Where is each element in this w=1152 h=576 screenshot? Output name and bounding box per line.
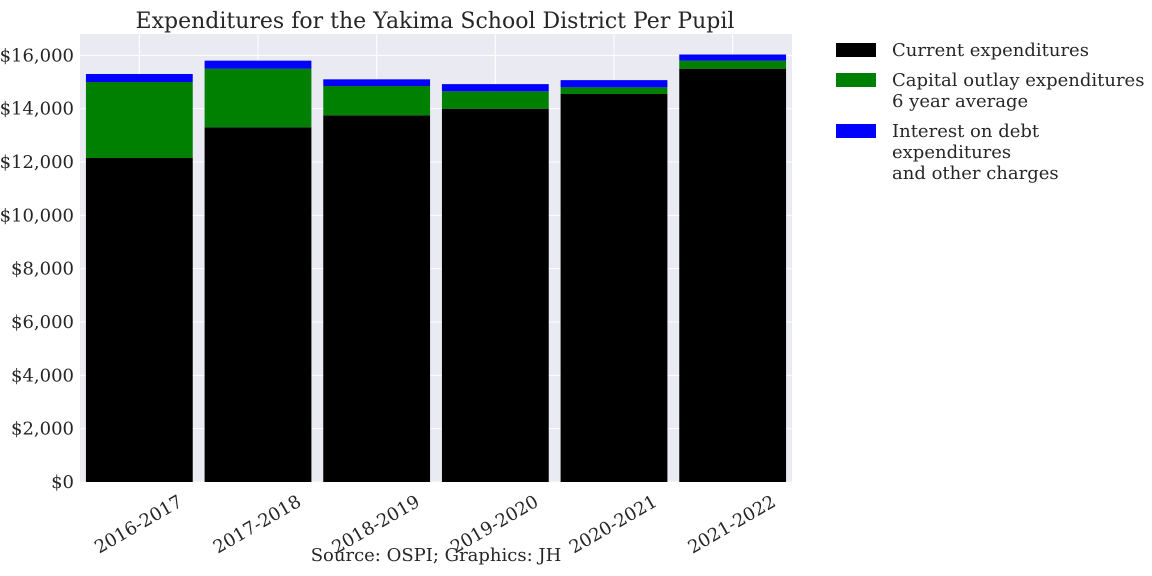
bar-segment — [323, 115, 431, 482]
bar-segment — [85, 158, 193, 482]
bar-segment — [441, 84, 549, 92]
bar-segment — [560, 87, 668, 94]
bar-segment — [679, 68, 787, 483]
legend-swatch — [836, 124, 876, 138]
y-tick-label: $14,000 — [0, 99, 74, 120]
y-axis-tick-labels: $0 $2,000 $4,000 $6,000 $8,000 $10,000 $12,000… — [0, 45, 74, 493]
bar-segment — [85, 82, 193, 158]
legend-item: Current expenditures — [836, 40, 1146, 61]
chart-title: Expenditures for the Yakima School Distr… — [136, 9, 735, 34]
x-tick-label: 2017-2018 — [210, 491, 305, 558]
legend-swatch — [836, 73, 876, 87]
legend-item: Capital outlay expenditures 6 year avera… — [836, 70, 1146, 112]
x-tick-label: 2020-2021 — [566, 491, 661, 558]
y-tick-label: $0 — [51, 472, 74, 493]
bar-segment — [441, 91, 549, 109]
legend-swatch — [836, 43, 876, 57]
y-tick-label: $4,000 — [11, 365, 74, 386]
bar-segment — [85, 74, 193, 82]
bar-segment — [560, 94, 668, 482]
bar-segment — [679, 60, 787, 69]
legend-label: Current expenditures — [892, 40, 1089, 61]
legend-item: Interest on debt expenditures and other … — [836, 121, 1146, 184]
y-tick-label: $10,000 — [0, 205, 74, 226]
x-tick-label: 2016-2017 — [91, 491, 186, 558]
bars — [85, 54, 787, 483]
bar-segment — [679, 54, 787, 61]
bar-segment — [323, 79, 431, 86]
bar-segment — [204, 60, 312, 69]
x-tick-label: 2021-2022 — [684, 491, 779, 558]
y-tick-label: $6,000 — [11, 312, 74, 333]
legend-label: Interest on debt expenditures and other … — [892, 121, 1059, 184]
y-tick-label: $2,000 — [11, 419, 74, 440]
bar-segment — [560, 80, 668, 88]
y-tick-label: $12,000 — [0, 152, 74, 173]
y-tick-label: $8,000 — [11, 259, 74, 280]
bar-segment — [204, 127, 312, 482]
legend: Current expenditures Capital outlay expe… — [836, 40, 1146, 193]
bar-segment — [441, 108, 549, 483]
legend-label: Capital outlay expenditures 6 year avera… — [892, 70, 1145, 112]
x-axis-label: Source: OSPI; Graphics: JH — [311, 545, 562, 566]
y-tick-label: $16,000 — [0, 45, 74, 66]
bar-segment — [204, 68, 312, 128]
bar-segment — [323, 86, 431, 116]
